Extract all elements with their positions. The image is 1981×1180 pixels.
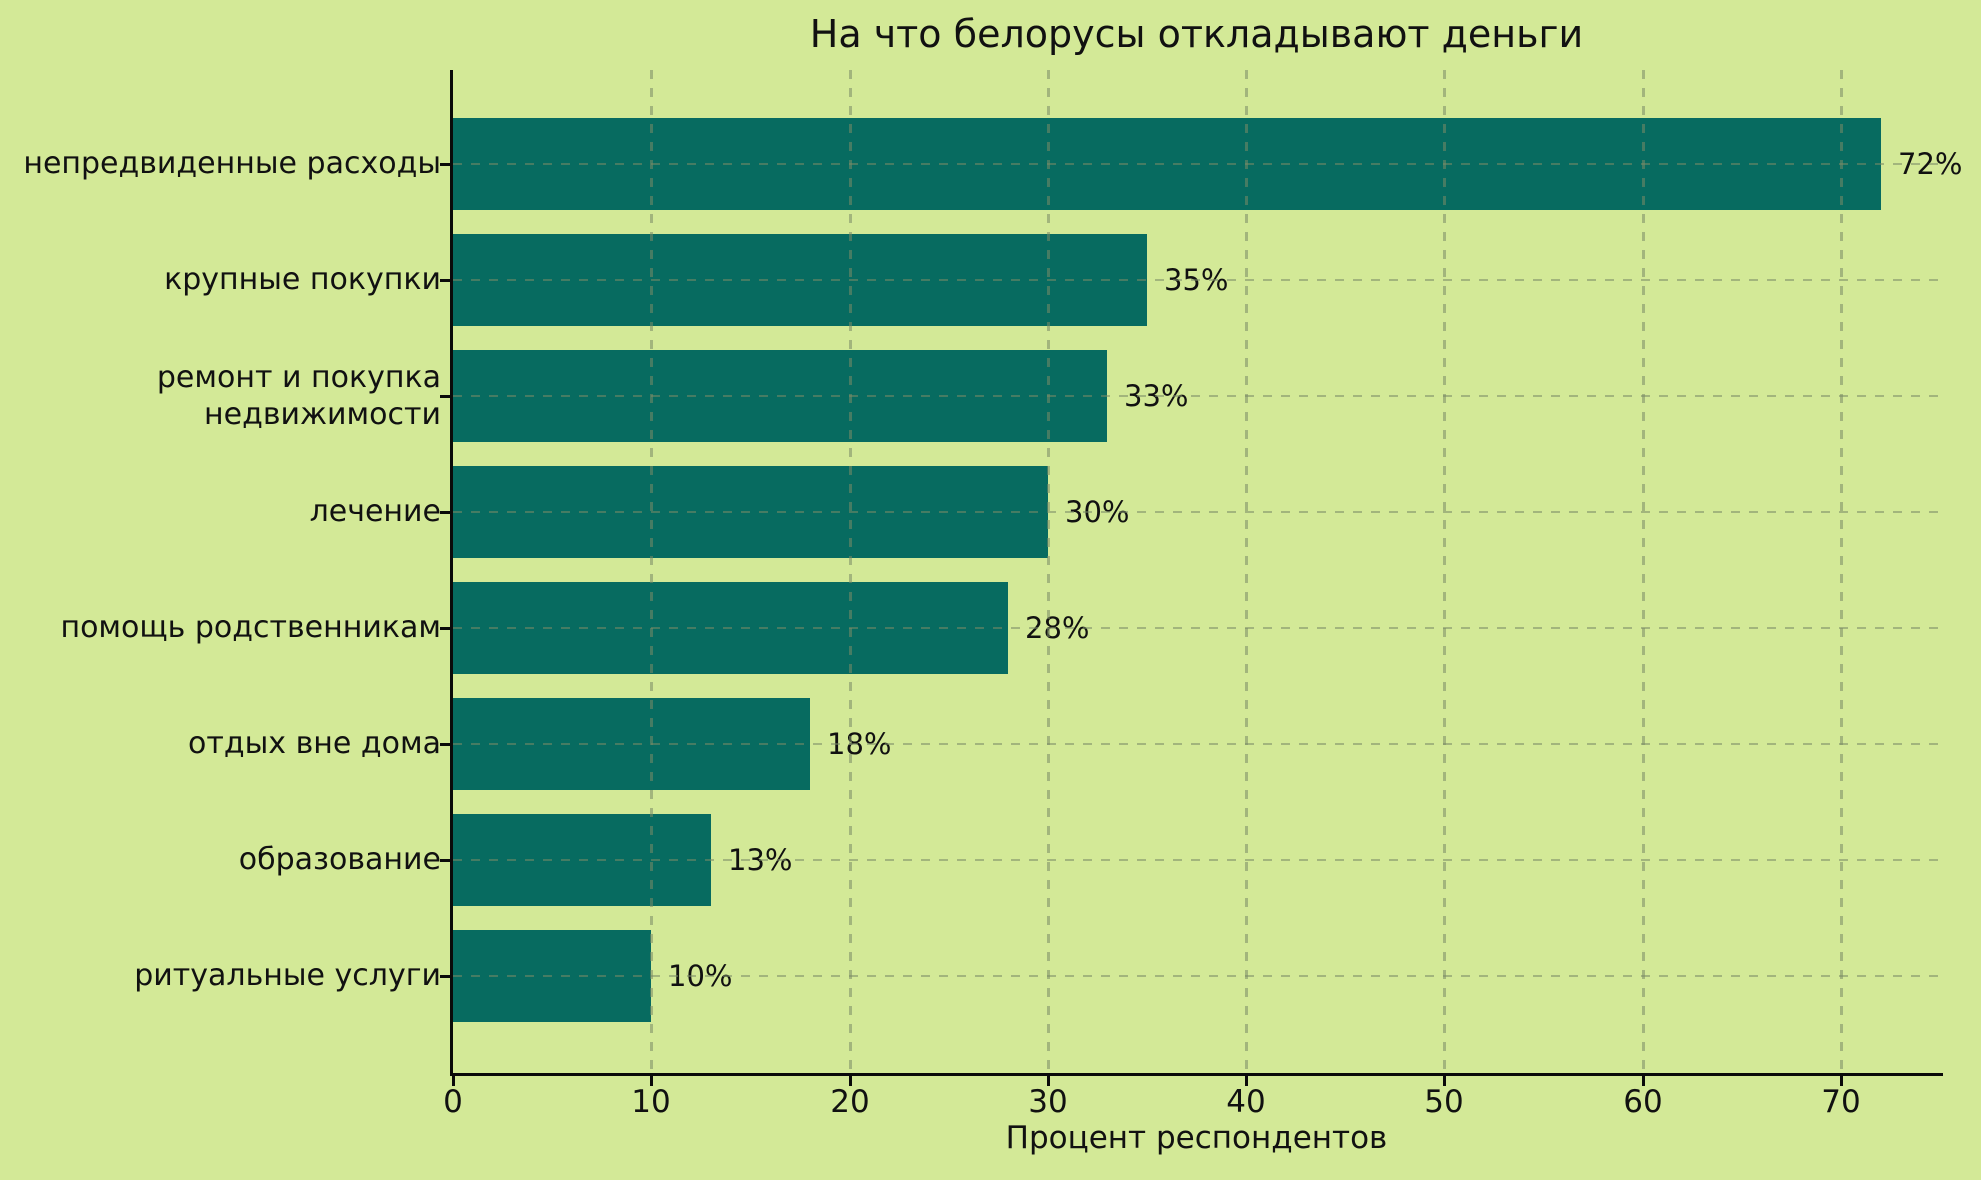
x-tick-label: 0 — [443, 1084, 463, 1120]
x-tick-mark — [1245, 1076, 1248, 1086]
grid-line-vertical — [650, 70, 653, 1073]
x-tick-mark — [452, 1076, 455, 1086]
plot-area: 72% 35% 33% 30% 28% 18% 13% 10% — [453, 70, 1962, 1073]
x-tick-mark — [1443, 1076, 1446, 1086]
x-tick-label: 10 — [631, 1084, 671, 1120]
grid-line-horizontal — [453, 975, 1940, 977]
grid-line-vertical — [1245, 70, 1248, 1073]
grid-line-horizontal — [453, 627, 1940, 629]
y-tick-mark — [440, 279, 450, 282]
x-tick-mark — [650, 1076, 653, 1086]
grid-line-horizontal — [453, 279, 1940, 281]
category-label: крупные покупки — [164, 262, 441, 297]
grid-line-horizontal — [453, 163, 1940, 165]
y-tick-mark — [440, 975, 450, 978]
x-tick-label: 70 — [1821, 1084, 1861, 1120]
x-tick-mark — [1047, 1076, 1050, 1086]
grid-line-vertical — [849, 70, 852, 1073]
y-tick-mark — [440, 395, 450, 398]
grid-line-vertical — [1047, 70, 1050, 1073]
grid-line-vertical — [1642, 70, 1645, 1073]
grid-line-horizontal — [453, 743, 1940, 745]
x-tick-label: 30 — [1028, 1084, 1068, 1120]
x-tick-mark — [1840, 1076, 1843, 1086]
category-label: отдых вне дома — [188, 726, 441, 761]
chart-title: На что белорусы откладывают деньги — [809, 12, 1584, 56]
category-label: ремонт и покупка недвижимости — [156, 359, 441, 433]
grid-line-vertical — [1443, 70, 1446, 1073]
y-tick-mark — [440, 743, 450, 746]
x-tick-mark — [1642, 1076, 1645, 1086]
x-tick-label: 40 — [1226, 1084, 1266, 1120]
grid-line-horizontal — [453, 511, 1940, 513]
x-tick-mark — [849, 1076, 852, 1086]
y-tick-mark — [440, 859, 450, 862]
y-tick-mark — [440, 627, 450, 630]
x-axis-spine — [450, 1073, 1943, 1076]
x-tick-label: 20 — [830, 1084, 870, 1120]
y-axis-spine — [450, 70, 453, 1076]
x-axis-title: Процент респондентов — [1005, 1120, 1388, 1156]
category-label: лечение — [309, 494, 441, 529]
category-label: образование — [238, 842, 441, 877]
y-tick-mark — [440, 511, 450, 514]
y-tick-mark — [440, 163, 450, 166]
category-label: помощь родственникам — [60, 610, 441, 645]
x-tick-label: 60 — [1623, 1084, 1663, 1120]
category-label: непредвиденные расходы — [23, 146, 441, 181]
x-tick-label: 50 — [1424, 1084, 1464, 1120]
grid-line-horizontal — [453, 859, 1940, 861]
category-label: ритуальные услуги — [134, 958, 441, 993]
grid-line-horizontal — [453, 395, 1940, 397]
grid-line-vertical — [1840, 70, 1843, 1073]
